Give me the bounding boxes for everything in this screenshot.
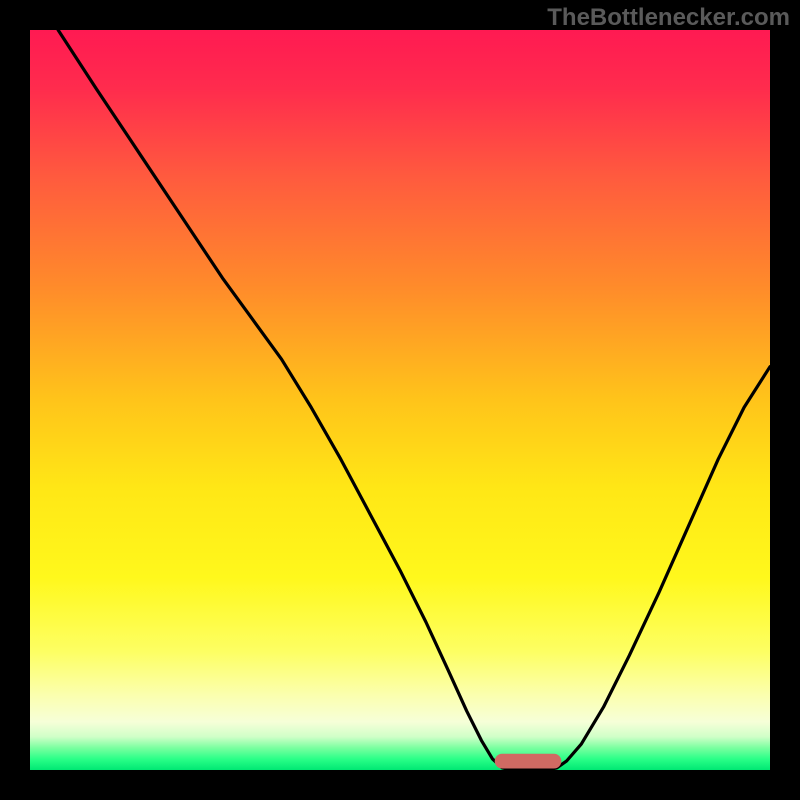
optimal-marker [495,754,562,769]
bottleneck-curve-chart [0,0,800,800]
watermark-text: TheBottlenecker.com [547,4,790,32]
chart-container: TheBottlenecker.com [0,0,800,800]
plot-background [30,30,770,770]
